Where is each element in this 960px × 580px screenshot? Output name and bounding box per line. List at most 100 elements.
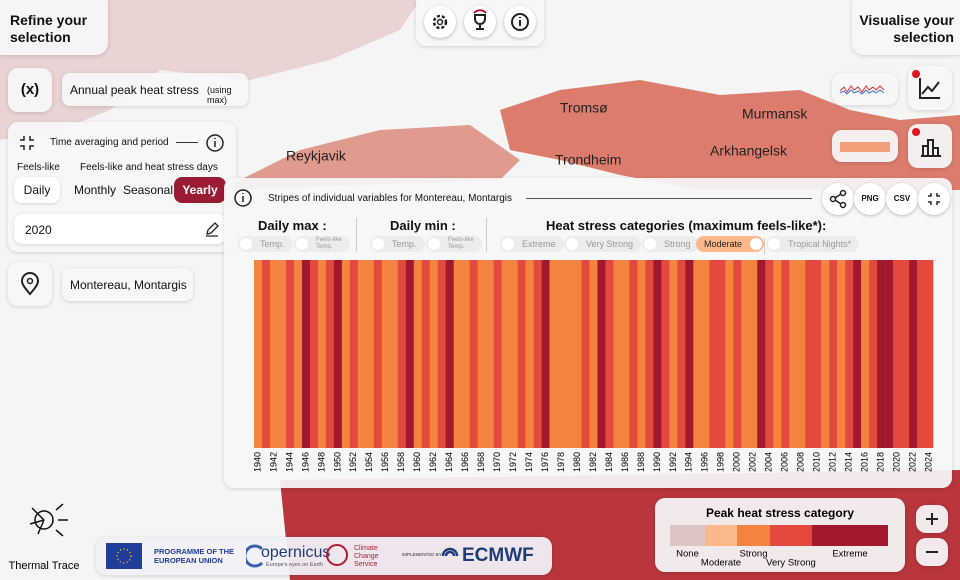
stripe <box>901 260 910 448</box>
copernicus: opernicus <box>261 544 331 561</box>
toggle[interactable]: Tropical Nights* <box>766 236 860 252</box>
png-label: PNG <box>861 194 879 203</box>
land <box>220 125 520 190</box>
legend-label: Extreme <box>832 549 867 560</box>
year-label: 1960 <box>412 452 422 472</box>
stripe <box>565 260 574 448</box>
heat-days-label: Feels-like and heat stress days <box>80 162 218 173</box>
bar-thumbnail[interactable] <box>832 130 898 162</box>
location-button[interactable] <box>8 262 52 306</box>
time-option[interactable]: Yearly <box>174 177 226 203</box>
group-label: Heat stress categories (maximum feels-li… <box>546 218 827 233</box>
stripe <box>269 260 279 448</box>
stripe <box>317 260 327 448</box>
toggle[interactable]: Temp. <box>238 236 293 252</box>
year-label: 1988 <box>636 452 646 472</box>
land <box>500 80 960 190</box>
stripe <box>541 260 550 448</box>
stripe <box>461 260 470 448</box>
time-option[interactable]: Daily <box>14 177 60 203</box>
year-label: 1990 <box>652 452 662 472</box>
info-button[interactable] <box>504 6 536 38</box>
zoom-in[interactable] <box>916 505 948 533</box>
year-label: 1958 <box>396 452 406 472</box>
map-label: Reykjavik <box>286 148 347 164</box>
partner-banner: PROGRAMME OF THE EUROPEAN UNION opernicu… <box>96 537 552 575</box>
stripe <box>749 260 758 448</box>
time-panel: Time averaging and period Feels-like Fee… <box>8 122 236 252</box>
stripe <box>669 260 678 448</box>
settings-button[interactable] <box>424 6 456 38</box>
stripe <box>381 260 391 448</box>
logo-text: Thermal Trace <box>9 560 80 572</box>
location-box[interactable]: Montereau, Montargis <box>62 268 193 301</box>
info-icon[interactable] <box>232 187 254 209</box>
stripes-panel: Stripes of individual variables for Mont… <box>224 178 952 488</box>
toggle[interactable]: Moderate <box>696 236 765 252</box>
share-button[interactable] <box>822 183 854 215</box>
line-thumbnail[interactable] <box>832 73 898 105</box>
toggle[interactable]: Strong <box>642 236 699 252</box>
legend-label: None <box>676 549 699 560</box>
year-label: 1986 <box>620 452 630 472</box>
line-chart-button[interactable] <box>908 66 952 110</box>
legend: Peak heat stress category None Moderate St… <box>655 498 905 572</box>
stripe <box>549 260 558 448</box>
year-label: 1964 <box>444 452 454 472</box>
stripe <box>701 260 710 448</box>
trophy-button[interactable] <box>464 6 496 38</box>
stripe <box>533 260 542 448</box>
stripe <box>677 260 686 448</box>
year-label: 1972 <box>508 452 518 472</box>
year-label: 2022 <box>907 452 917 472</box>
zoom-out[interactable] <box>916 538 948 566</box>
year-label: 1954 <box>364 452 374 472</box>
time-option[interactable]: Monthly <box>73 183 117 197</box>
stripe <box>261 260 271 448</box>
toggle[interactable]: Very Strong <box>564 236 642 252</box>
group-label: Daily min : <box>390 218 456 233</box>
stripes-chart: 1940 1942 1944 1946 1948 1950 1952 1954 1956 1958… <box>252 260 933 472</box>
stripe <box>725 260 734 448</box>
ecmwf: ECMWF <box>462 545 534 566</box>
feels-like-label: Feels-like <box>17 162 60 173</box>
toggle[interactable]: Temp. <box>370 236 425 252</box>
stripe <box>437 260 447 448</box>
stripe <box>509 260 518 448</box>
csv-button[interactable]: CSV <box>886 183 918 215</box>
legend-swatch <box>705 525 737 546</box>
year-label: 1952 <box>348 452 358 472</box>
year-label: 1950 <box>332 452 342 472</box>
time-option[interactable]: Seasonal <box>122 183 174 197</box>
stripe <box>885 260 894 448</box>
collapse-button[interactable] <box>918 183 950 215</box>
stripe <box>733 260 742 448</box>
toggle[interactable]: Extreme <box>500 236 564 252</box>
stripe <box>773 260 782 448</box>
year-label: 2012 <box>828 452 838 472</box>
variable-button[interactable]: (x) <box>8 68 52 112</box>
stripe <box>909 260 918 448</box>
variable-box[interactable]: Annual peak heat stress (using max) <box>62 73 248 106</box>
variable-name: Annual peak heat stress <box>70 83 199 97</box>
toggle[interactable]: Feels-like Temp. <box>294 236 350 252</box>
png-button[interactable]: PNG <box>854 183 886 215</box>
toggle[interactable]: Feels-like Temp. <box>426 236 482 252</box>
refine-panel: Refine your selection <box>0 0 108 55</box>
map-label: Murmansk <box>742 106 808 122</box>
legend-swatch <box>737 525 770 546</box>
year-field[interactable]: 2020 <box>14 214 226 244</box>
info-icon[interactable] <box>204 132 226 154</box>
c3s: Climate Change Service <box>354 545 379 568</box>
stripe <box>254 260 263 448</box>
bar-chart-button[interactable] <box>908 124 952 168</box>
stripe <box>621 260 630 448</box>
stripe <box>365 260 375 448</box>
stripe <box>557 260 566 448</box>
time-panel-title: Time averaging and period <box>50 137 169 148</box>
year-label: 2010 <box>812 452 822 472</box>
legend-label: Moderate <box>701 558 741 569</box>
legend-swatch <box>812 525 888 546</box>
stripe <box>373 260 383 448</box>
stripe <box>645 260 654 448</box>
